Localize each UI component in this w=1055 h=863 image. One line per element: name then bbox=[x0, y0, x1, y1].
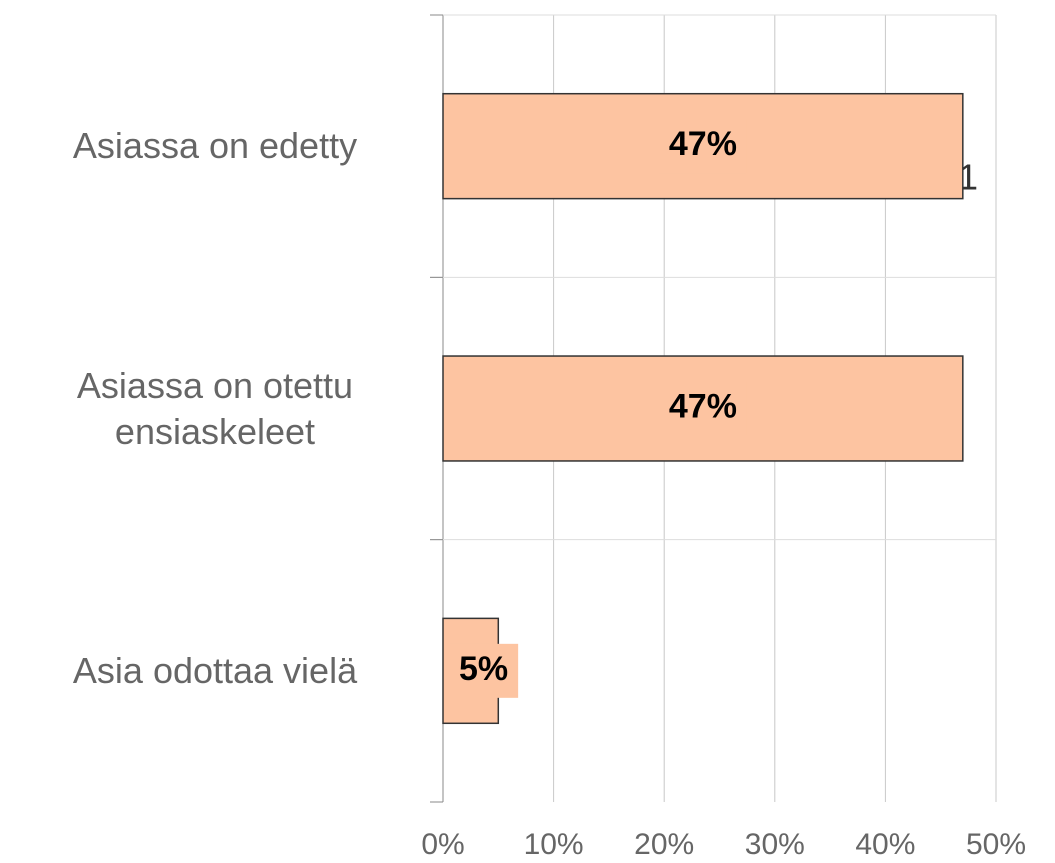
value-label: 5% bbox=[459, 650, 508, 688]
value-label: 47% bbox=[669, 387, 737, 425]
x-tick-label: 30% bbox=[745, 828, 805, 861]
x-tick-label: 0% bbox=[421, 828, 464, 861]
x-tick-label: 40% bbox=[855, 828, 915, 861]
category-label: Asiassa on edetty bbox=[72, 125, 358, 167]
x-tick-label: 20% bbox=[634, 828, 694, 861]
value-label-bg bbox=[658, 381, 747, 436]
x-tick-label: 10% bbox=[524, 828, 584, 861]
value-label: 47% bbox=[669, 125, 737, 163]
value-label-bg bbox=[658, 119, 747, 174]
category-label: Asiassa on otettu ensiaskeleet bbox=[76, 364, 354, 452]
value-label-bg bbox=[449, 643, 519, 698]
category-label: Asia odottaa vielä bbox=[72, 649, 358, 691]
x-tick-label: 50% bbox=[966, 828, 1026, 861]
